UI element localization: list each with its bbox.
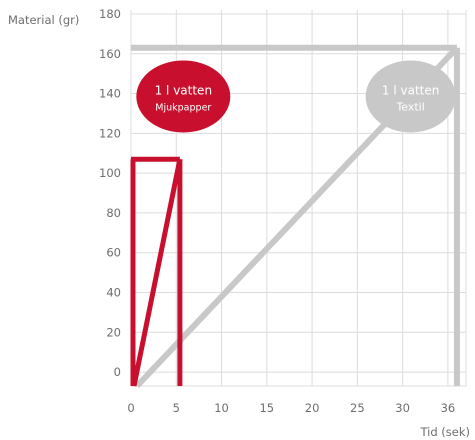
- y-tick-label-7: 140: [99, 87, 121, 101]
- y-tick-label-9: 180: [99, 7, 121, 21]
- annotation-1-line2: Textil: [395, 100, 424, 113]
- x-tick-label-2: 10: [214, 401, 229, 415]
- y-tick-label-5: 100: [99, 166, 121, 180]
- tick-labels: 0 5 10 15 20 25 30 36 0 20 40 60 80 100 120 140 160 180: [99, 7, 455, 415]
- x-axis-label: Tid (sek): [419, 425, 470, 439]
- x-tick-label-6: 30: [395, 401, 410, 415]
- annotation-0-line1: 1 l vatten: [155, 83, 212, 97]
- y-tick-label-8: 160: [99, 47, 121, 61]
- y-tick-label-4: 80: [106, 206, 121, 220]
- annotation-bubble-1: [365, 60, 456, 133]
- x-tick-label-4: 20: [305, 401, 320, 415]
- annotation-0-line2: Mjukpapper: [155, 102, 211, 113]
- y-tick-label-6: 120: [99, 126, 121, 140]
- y-tick-label-0: 0: [114, 365, 121, 379]
- annotation-bubble-0: [136, 60, 231, 133]
- annotation-1-line1: 1 l vatten: [382, 83, 439, 97]
- x-tick-label-0: 0: [127, 401, 134, 415]
- x-tick-label-5: 25: [350, 401, 365, 415]
- y-tick-label-3: 60: [106, 246, 121, 260]
- y-tick-label-1: 20: [106, 325, 121, 339]
- y-axis-label: Material (gr): [8, 13, 79, 27]
- x-tick-label-1: 5: [173, 401, 180, 415]
- x-tick-label-7: 36: [441, 401, 456, 415]
- x-tick-label-3: 15: [259, 401, 274, 415]
- series-0-rise: [131, 158, 183, 387]
- annotations: 1 l vatten Mjukpapper 1 l vatten Textil: [136, 60, 456, 133]
- y-tick-label-2: 40: [106, 285, 121, 299]
